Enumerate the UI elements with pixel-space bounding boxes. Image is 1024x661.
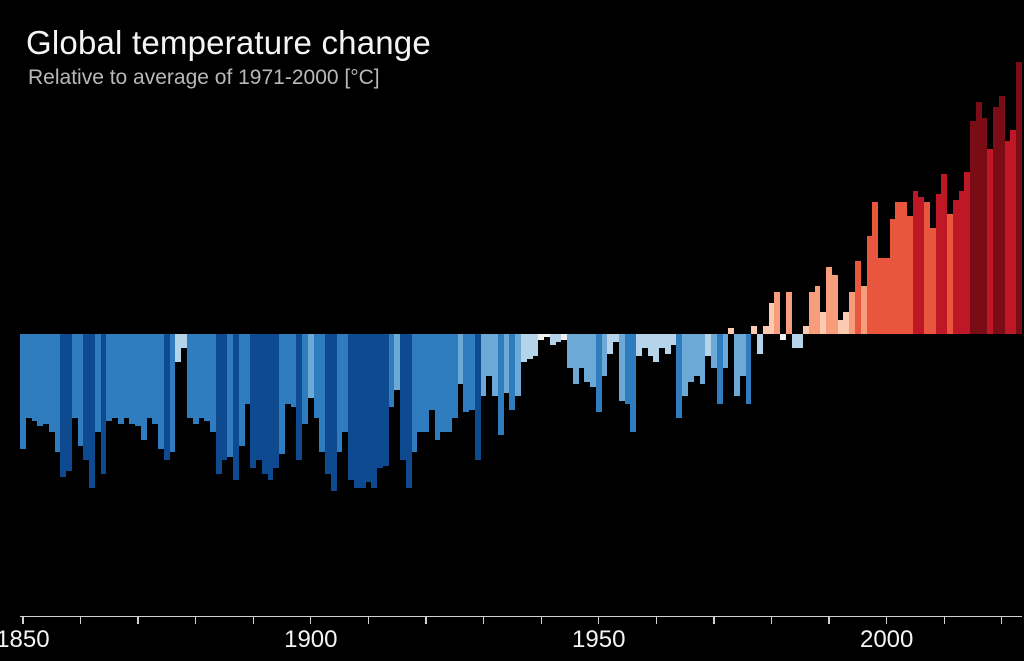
x-axis-tick (656, 616, 657, 624)
temperature-bar (774, 292, 780, 334)
temperature-bar (1016, 62, 1022, 334)
x-axis-tick (1001, 616, 1002, 624)
temperature-bar (780, 334, 786, 340)
temperature-chart: Global temperature change Relative to av… (0, 0, 1024, 661)
temperature-bar (746, 334, 752, 404)
x-axis-tick (541, 616, 542, 624)
x-axis-label: 1900 (284, 626, 337, 654)
temperature-bar (797, 334, 803, 348)
temperature-bar (786, 292, 792, 334)
temperature-bar (751, 326, 757, 334)
x-axis-tick (368, 616, 369, 624)
x-axis-tick (137, 616, 138, 624)
x-axis-tick (253, 616, 254, 624)
x-axis-tick (828, 616, 829, 624)
x-axis-tick (22, 616, 23, 624)
x-axis-label: 1950 (572, 626, 625, 654)
temperature-bar (723, 334, 729, 368)
chart-title: Global temperature change (26, 24, 431, 62)
x-axis-tick (598, 616, 599, 624)
chart-subtitle: Relative to average of 1971-2000 [°C] (28, 66, 380, 90)
x-axis-tick (886, 616, 887, 624)
x-axis-line (20, 616, 1022, 617)
x-axis-tick (771, 616, 772, 624)
x-axis-tick (483, 616, 484, 624)
x-axis-tick (195, 616, 196, 624)
temperature-bar (757, 334, 763, 354)
x-axis-label: 2000 (860, 626, 913, 654)
x-axis-tick (80, 616, 81, 624)
x-axis-tick (310, 616, 311, 624)
x-axis-tick (425, 616, 426, 624)
x-axis-label: 1850 (0, 626, 50, 654)
x-axis-tick (944, 616, 945, 624)
x-axis-tick (713, 616, 714, 624)
